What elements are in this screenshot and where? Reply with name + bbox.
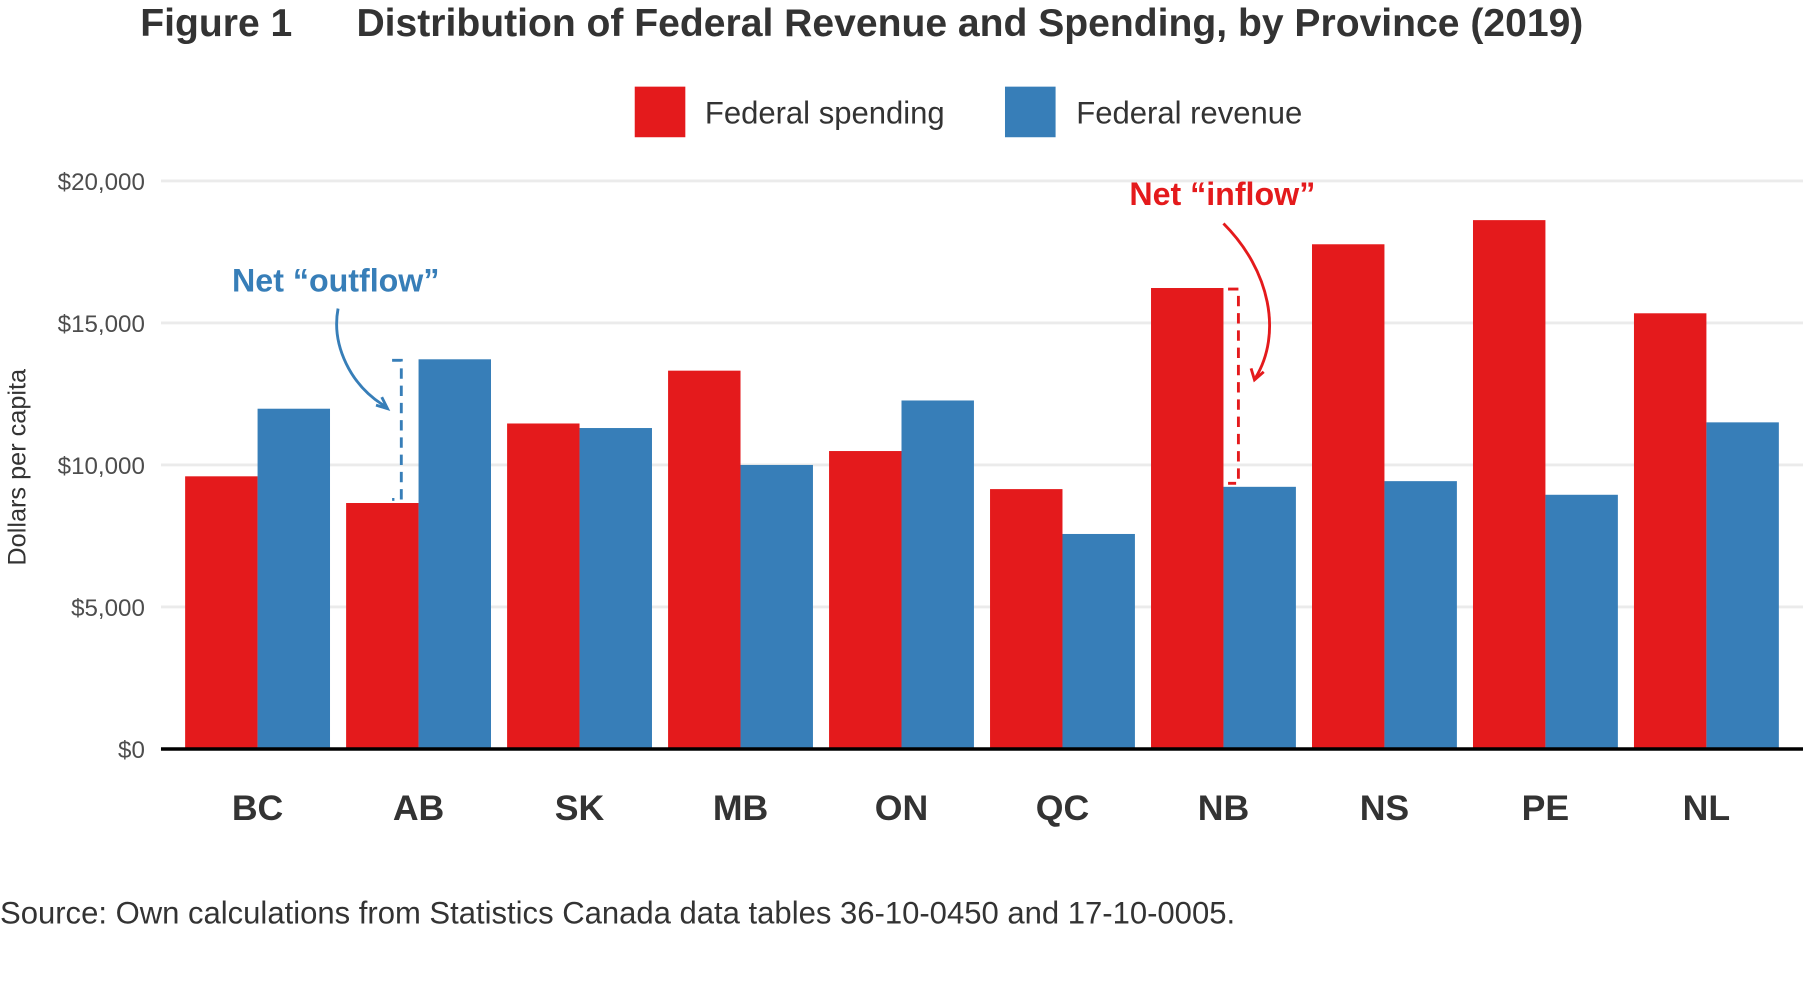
legend-label-spending: Federal spending (705, 95, 945, 130)
bar-sk-revenue (579, 428, 652, 749)
bar-ab-spending (346, 503, 419, 749)
bar-nl-spending (1633, 313, 1707, 749)
annotation-outflow-arrow (335, 308, 386, 408)
x-tick-label: BC (232, 788, 283, 828)
x-tick-label: QC (1036, 788, 1089, 828)
annotation-outflow-bracket (392, 358, 403, 501)
legend: Federal spending Federal revenue (634, 86, 1302, 138)
x-tick-label: PE (1522, 788, 1570, 828)
bar-qc-revenue (1062, 533, 1135, 749)
arrowhead-icon (1249, 367, 1265, 383)
bar-ns-spending (1312, 244, 1385, 749)
bar-on-spending (829, 451, 902, 749)
y-tick-label: $5,000 (71, 595, 145, 622)
y-tick-label: $20,000 (58, 169, 145, 196)
x-tick-label: ON (875, 788, 928, 828)
bar-nl-revenue (1706, 422, 1779, 749)
x-tick-label: NS (1360, 788, 1409, 828)
x-tick-label: AB (393, 788, 444, 828)
y-axis-label: Dollars per capita (3, 368, 31, 566)
figure-label: Figure 1 (140, 2, 292, 45)
bars (185, 220, 1779, 749)
annotation-outflow-label: Net “outflow” (232, 262, 439, 298)
y-tick-label: $0 (118, 737, 145, 764)
legend-swatch-spending (634, 86, 686, 138)
x-axis-ticks: BC AB SK MB ON QC NB NS PE NL (232, 788, 1730, 828)
bar-pe-spending (1472, 220, 1546, 749)
legend-label-revenue: Federal revenue (1076, 95, 1302, 130)
arrowhead-icon (375, 396, 391, 411)
x-tick-label: SK (555, 788, 605, 828)
y-tick-label: $15,000 (58, 311, 145, 338)
bar-ab-revenue (418, 359, 491, 749)
bar-bc-spending (185, 476, 258, 749)
annotation-inflow: Net “inflow” (1129, 176, 1315, 485)
bar-sk-spending (507, 423, 580, 749)
x-tick-label: NB (1198, 788, 1249, 828)
bar-on-revenue (901, 400, 974, 749)
bar-mb-spending (668, 370, 741, 749)
source-note: Source: Own calculations from Statistics… (0, 896, 1235, 931)
bar-mb-revenue (740, 464, 813, 749)
bar-nb-spending (1151, 288, 1224, 749)
y-tick-label: $10,000 (58, 453, 145, 480)
bar-nb-revenue (1223, 486, 1296, 749)
annotation-inflow-bracket (1228, 287, 1240, 485)
bar-bc-revenue (257, 408, 331, 749)
bar-ns-revenue (1384, 481, 1457, 749)
bar-qc-spending (990, 489, 1063, 749)
annotation-inflow-label: Net “inflow” (1129, 176, 1315, 212)
annotation-inflow-arrow (1222, 222, 1272, 379)
chart-title: Distribution of Federal Revenue and Spen… (356, 2, 1583, 45)
x-tick-label: NL (1683, 788, 1731, 828)
y-axis-ticks: $0 $5,000 $10,000 $15,000 $20,000 (58, 169, 145, 764)
bar-pe-revenue (1545, 494, 1618, 749)
legend-swatch-revenue (1004, 86, 1056, 138)
annotation-outflow: Net “outflow” (232, 262, 439, 501)
x-tick-label: MB (713, 788, 768, 828)
